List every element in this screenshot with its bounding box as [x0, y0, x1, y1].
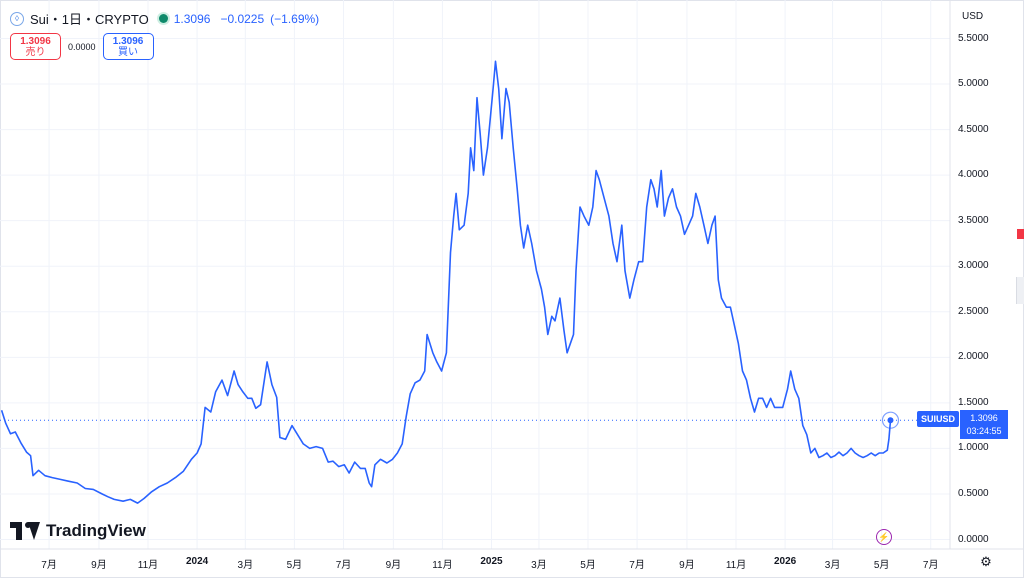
time-tick-label: 5月: [580, 560, 596, 571]
symbol-tag: SUIUSD: [917, 411, 960, 427]
time-tick-label: 2026: [773, 556, 797, 567]
time-tick-label: 7月: [41, 560, 57, 571]
symbol-title[interactable]: Sui・1日・CRYPTO: [30, 12, 149, 27]
time-tick-label: 9月: [91, 560, 107, 571]
price-change-pct: (−1.69%): [270, 11, 320, 26]
time-tick-label: 3月: [531, 560, 547, 571]
tradingview-logo[interactable]: TradingView: [10, 521, 146, 541]
scroll-handle[interactable]: [1016, 277, 1024, 304]
gear-icon[interactable]: ⚙: [980, 554, 992, 569]
lightning-icon[interactable]: ⚡: [876, 529, 892, 545]
price-tick-label: 5.0000: [958, 78, 989, 90]
sell-label: 売り: [25, 46, 46, 58]
time-tick-label: 11月: [432, 560, 453, 571]
grid: [0, 0, 950, 549]
buy-button[interactable]: 1.3096 買い: [102, 33, 154, 60]
price-tick-label: 1.5000: [958, 396, 989, 408]
price-tick-label: 4.5000: [958, 123, 989, 135]
time-tick-label: 5月: [286, 560, 303, 571]
spread: 0.0000: [68, 41, 96, 52]
currency-selector[interactable]: USD: [962, 11, 984, 22]
price-series-line: [0, 60, 892, 504]
last-price-label: 1.3096 03:24:55: [960, 410, 1008, 439]
bar-countdown: 03:24:55: [966, 426, 1002, 436]
tradingview-logo-icon: [10, 522, 40, 540]
price-tick-label: 0.0000: [958, 533, 989, 545]
time-tick-label: 3月: [237, 560, 254, 571]
time-tick-label: 9月: [679, 560, 695, 571]
sell-button[interactable]: 1.3096 売り: [10, 33, 61, 60]
time-tick-label: 3月: [824, 560, 841, 571]
market-status-dot: [158, 14, 168, 23]
time-tick-label: 2024: [185, 556, 209, 567]
last-point-dot: [887, 417, 894, 424]
price-change-abs: −0.0225: [220, 11, 265, 26]
time-tick-label: 7月: [629, 560, 645, 571]
last-price: 1.3096: [173, 11, 211, 26]
last-price-value: 1.3096: [970, 413, 998, 423]
sui-drop-icon: ◊: [10, 11, 24, 26]
price-tick-label: 3.5000: [958, 214, 989, 226]
time-tick-label: 9月: [385, 560, 402, 571]
trade-panel: 1.3096 売り 0.0000 1.3096 買い: [10, 33, 154, 60]
time-tick-label: 5月: [873, 560, 890, 571]
price-tick-label: 0.5000: [958, 487, 989, 499]
buy-price: 1.3096: [112, 35, 144, 47]
alert-marker[interactable]: [1017, 229, 1024, 239]
buy-label: 買い: [118, 46, 139, 58]
price-tick-label: 2.0000: [958, 351, 989, 363]
time-tick-label: 2025: [480, 556, 503, 567]
price-tick-label: 2.5000: [958, 305, 989, 317]
time-tick-label: 11月: [725, 560, 747, 571]
price-tick-label: 3.0000: [958, 260, 989, 272]
symbol-header[interactable]: ◊ Sui・1日・CRYPTO 1.3096 −0.0225 (−1.69%): [10, 9, 319, 28]
price-tick-label: 5.5000: [958, 32, 989, 44]
time-tick-label: 7月: [335, 560, 352, 571]
price-tick-label: 4.0000: [958, 169, 989, 181]
last-point-ring: [881, 411, 900, 429]
sell-price: 1.3096: [20, 35, 51, 47]
price-tick-label: 1.0000: [958, 442, 989, 454]
time-tick-label: 7月: [922, 560, 939, 571]
time-tick-label: 11月: [137, 560, 159, 571]
brand-name: TradingView: [46, 521, 146, 540]
